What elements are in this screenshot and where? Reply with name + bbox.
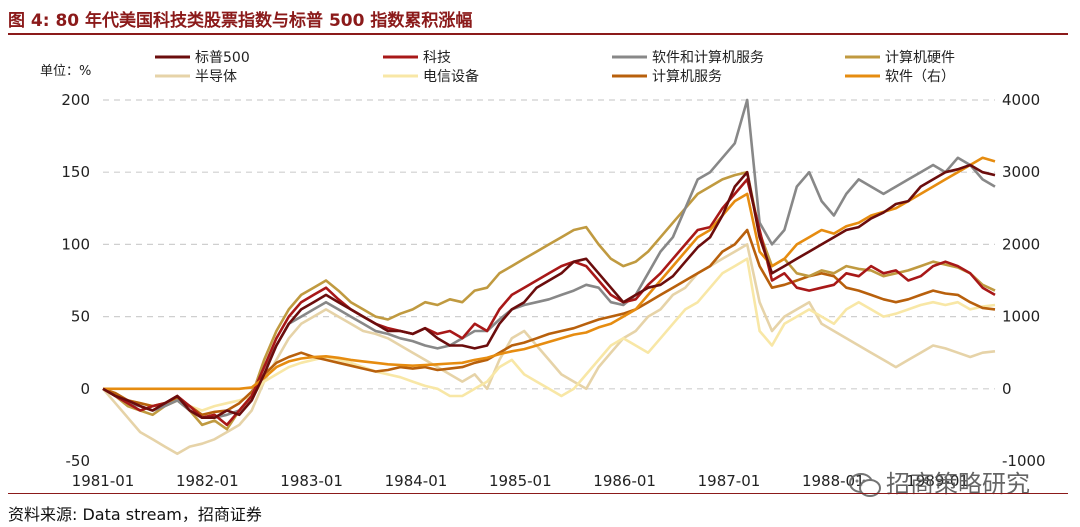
series-line bbox=[102, 228, 996, 417]
wechat-icon bbox=[849, 473, 881, 497]
right-tick-label: 3000 bbox=[1002, 163, 1040, 181]
source-rule bbox=[8, 493, 1068, 494]
x-tick-label: 1984-01 bbox=[385, 472, 448, 490]
legend-label: 半导体 bbox=[195, 69, 237, 85]
x-tick-label: 1989-01 bbox=[906, 472, 969, 490]
legend-label: 计算机硬件 bbox=[885, 50, 955, 66]
title-rule bbox=[8, 33, 1068, 35]
left-tick-label: 150 bbox=[61, 163, 90, 181]
left-tick-label: 200 bbox=[61, 91, 90, 109]
left-axis-ticks: 200 150 100 50 0 -50 bbox=[61, 91, 90, 470]
right-tick-label: 1000 bbox=[1002, 308, 1040, 326]
x-tick-label: 1983-01 bbox=[280, 472, 343, 490]
series-line bbox=[102, 170, 996, 431]
legend-label: 软件和计算机服务 bbox=[652, 50, 764, 66]
legend-label: 电信设备 bbox=[423, 68, 479, 85]
series-line bbox=[103, 156, 996, 391]
left-tick-label: 0 bbox=[80, 380, 90, 398]
left-tick-label: 100 bbox=[61, 235, 90, 253]
right-axis-ticks: 4000 3000 2000 1000 0 -1000 bbox=[1002, 91, 1046, 470]
series-line bbox=[102, 243, 996, 456]
right-tick-label: 0 bbox=[1002, 380, 1012, 398]
series-line bbox=[102, 163, 996, 419]
right-tick-label: 2000 bbox=[1002, 235, 1040, 253]
x-tick-label: 1985-01 bbox=[489, 472, 552, 490]
x-tick-label: 1982-01 bbox=[176, 472, 239, 490]
left-tick-label: 50 bbox=[71, 308, 90, 326]
x-tick-label: 1988-01 bbox=[802, 472, 865, 490]
x-tick-label: 1987-01 bbox=[698, 472, 761, 490]
right-tick-label: 4000 bbox=[1002, 91, 1040, 109]
source-note: 资料来源: Data stream，招商证券 bbox=[8, 505, 262, 524]
figure-title: 图 4: 80 年代美国科技类股票指数与标普 500 指数累积涨幅 bbox=[8, 11, 473, 31]
series-lines bbox=[102, 98, 996, 456]
series-line bbox=[102, 178, 996, 427]
series-line bbox=[102, 98, 996, 419]
unit-label: 单位：% bbox=[40, 64, 92, 79]
legend-label: 科技 bbox=[423, 50, 451, 66]
legend-label: 软件（右） bbox=[885, 69, 955, 85]
right-tick-label: -1000 bbox=[1002, 452, 1046, 470]
legend-label: 标普500 bbox=[195, 50, 250, 66]
x-tick-label: 1981-01 bbox=[72, 472, 135, 490]
x-tick-label: 1986-01 bbox=[593, 472, 656, 490]
legend-label: 计算机服务 bbox=[652, 69, 722, 85]
left-tick-label: -50 bbox=[66, 452, 91, 470]
x-axis-ticks: 1981-01 1982-01 1983-01 1984-01 1985-01 1986-… bbox=[72, 472, 969, 490]
